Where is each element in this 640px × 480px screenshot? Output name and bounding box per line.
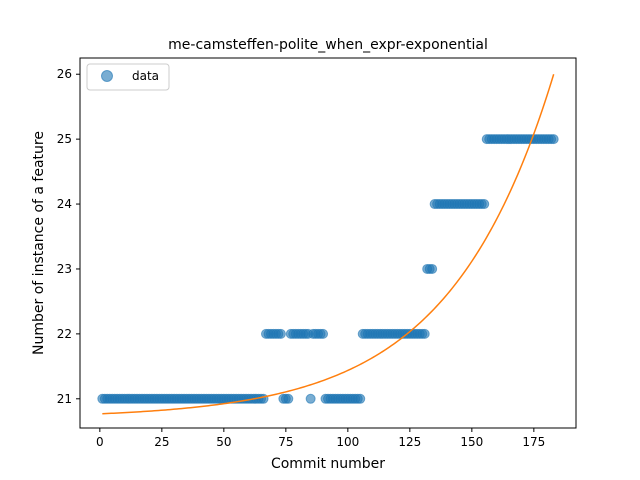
x-tick-label: 100 [336,435,359,449]
y-tick-label: 26 [57,67,72,81]
y-tick-label: 23 [57,262,72,276]
legend-label-data: data [132,69,159,83]
x-tick-label: 50 [216,435,231,449]
legend: data [87,64,169,90]
y-axis-label: Number of instance of a feature [31,131,47,355]
y-axis-ticks: 21 22 23 24 25 26 [57,67,80,406]
data-point [549,135,558,144]
y-tick-label: 24 [57,197,72,211]
x-tick-label: 75 [278,435,293,449]
data-point [284,394,293,403]
y-tick-label: 25 [57,132,72,146]
x-axis-ticks: 0 25 50 75 100 125 150 175 [96,428,545,449]
data-point [319,329,328,338]
data-point [276,329,285,338]
x-tick-label: 175 [522,435,545,449]
x-tick-label: 25 [154,435,169,449]
plot-background [80,58,576,428]
x-tick-label: 0 [96,435,104,449]
data-point [356,394,365,403]
legend-marker [102,71,113,82]
x-axis-label: Commit number [271,456,385,472]
y-tick-label: 22 [57,327,72,341]
x-tick-label: 150 [460,435,483,449]
chart-title: me-camsteffen-polite_when_expr-exponenti… [168,37,488,53]
data-point [306,394,315,403]
data-point [428,264,437,273]
data-point [480,200,489,209]
data-point [420,329,429,338]
x-tick-label: 125 [398,435,421,449]
y-tick-label: 21 [57,392,72,406]
